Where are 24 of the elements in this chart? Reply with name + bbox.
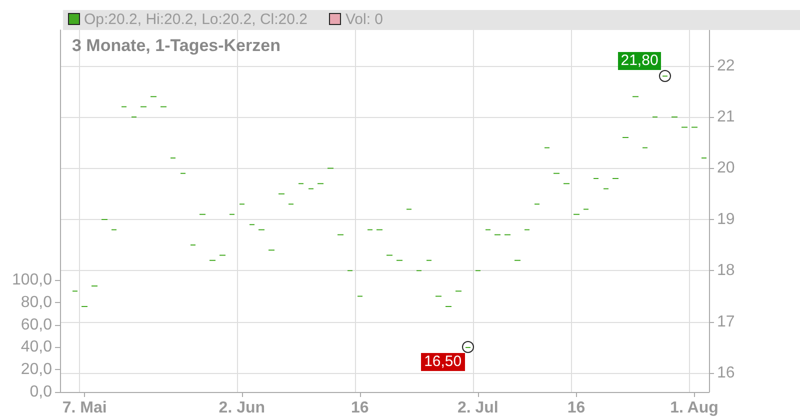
y-tick-label: 21	[717, 108, 735, 126]
text: Vol: 0	[345, 11, 384, 28]
annotation: 16,50	[421, 353, 465, 372]
y-tick-label: 17	[717, 313, 735, 330]
y2-tick-label: 0,0	[30, 384, 52, 400]
x-tick-label: 2. Jul	[457, 400, 498, 416]
y-tick-label: 22	[717, 57, 735, 74]
y-tick-label: 20	[717, 160, 735, 177]
annotation: 21,80	[618, 52, 662, 70]
x-tick-label: 2. Jun	[218, 400, 266, 416]
y2-tick-label: 100,0	[12, 271, 52, 288]
x-tick-label: 7. Mai	[62, 400, 107, 416]
chart-title: 3 Monate, 1-Tages-Kerzen	[72, 36, 280, 56]
x-tick-label: 16	[351, 400, 369, 416]
y2-tick-label: 60,0	[20, 316, 52, 334]
x-tick-label: 16	[567, 400, 586, 416]
y-tick-label: 19	[717, 210, 735, 228]
y2-tick-label: 40,0	[20, 338, 52, 356]
y-tick-label: 18	[717, 262, 735, 280]
y-tick-label: 16	[717, 364, 735, 382]
y2-tick-label: 80,0	[20, 294, 52, 311]
y2-tick-label: 20,0	[20, 361, 52, 378]
text: Op:20.2, Hi:20.2, Lo:20.2, Cl:20.2	[84, 11, 308, 28]
x-tick-label: 1. Aug	[670, 400, 718, 416]
